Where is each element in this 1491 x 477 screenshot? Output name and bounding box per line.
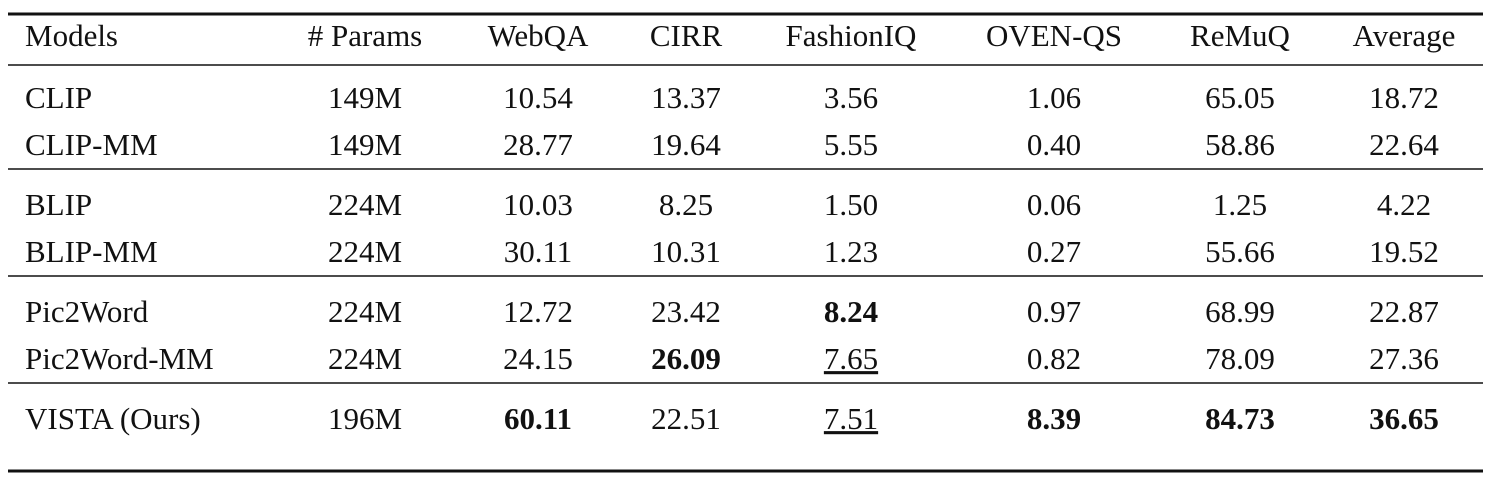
cell: 4.22: [1377, 187, 1431, 222]
model-name: Pic2Word: [25, 294, 149, 329]
cell: 23.42: [651, 294, 721, 329]
cell: 0.82: [1027, 341, 1081, 376]
cell: 19.52: [1369, 234, 1439, 269]
model-name: BLIP: [25, 187, 92, 222]
cell: 0.40: [1027, 127, 1081, 162]
header-cell: ReMuQ: [1190, 18, 1290, 53]
cell: 65.05: [1205, 80, 1275, 115]
cell: 7.65: [824, 341, 878, 376]
cell: 1.25: [1213, 187, 1267, 222]
cell: 12.72: [503, 294, 573, 329]
cell: 5.55: [824, 127, 878, 162]
cell: 224M: [328, 294, 402, 329]
cell: 27.36: [1369, 341, 1439, 376]
cell: 78.09: [1205, 341, 1275, 376]
cell: 60.11: [504, 401, 572, 436]
cell: 30.11: [504, 234, 573, 269]
header-cell: OVEN-QS: [986, 18, 1122, 53]
cell: 58.86: [1205, 127, 1275, 162]
cell: 1.23: [824, 234, 878, 269]
cell: 10.03: [503, 187, 573, 222]
header-cell: Models: [25, 18, 118, 53]
cell: 1.06: [1027, 80, 1081, 115]
cell: 68.99: [1205, 294, 1275, 329]
cell: 36.65: [1369, 401, 1439, 436]
cell: 26.09: [651, 341, 721, 376]
header-cell: FashionIQ: [786, 18, 917, 53]
cell: 0.06: [1027, 187, 1081, 222]
model-name: BLIP-MM: [25, 234, 158, 269]
header-cell: WebQA: [488, 18, 589, 53]
cell: 0.27: [1027, 234, 1081, 269]
cell: 10.54: [503, 80, 573, 115]
cell: 84.73: [1205, 401, 1275, 436]
cell: 18.72: [1369, 80, 1439, 115]
cell: 149M: [328, 80, 402, 115]
cell: 10.31: [651, 234, 721, 269]
cell: 28.77: [503, 127, 573, 162]
model-name: Pic2Word-MM: [25, 341, 214, 376]
cell: 8.25: [659, 187, 713, 222]
model-name: CLIP-MM: [25, 127, 158, 162]
cell: 55.66: [1205, 234, 1275, 269]
cell: 8.39: [1027, 401, 1081, 436]
cell: 22.51: [651, 401, 721, 436]
cell: 149M: [328, 127, 402, 162]
cell: 3.56: [824, 80, 878, 115]
cell: 19.64: [651, 127, 721, 162]
cell: 0.97: [1027, 294, 1081, 329]
cell: 196M: [328, 401, 402, 436]
cell: 24.15: [503, 341, 573, 376]
cell: 8.24: [824, 294, 878, 329]
cell: 22.64: [1369, 127, 1439, 162]
cell: 13.37: [651, 80, 721, 115]
cell: 224M: [328, 234, 402, 269]
header-cell: CIRR: [650, 18, 723, 53]
cell: 224M: [328, 187, 402, 222]
cell: 1.50: [824, 187, 878, 222]
model-name: VISTA (Ours): [25, 401, 201, 436]
header-cell: Average: [1353, 18, 1456, 53]
header-cell: # Params: [308, 18, 423, 53]
model-name: CLIP: [25, 80, 92, 115]
cell: 22.87: [1369, 294, 1439, 329]
cell: 7.51: [824, 401, 878, 436]
cell: 224M: [328, 341, 402, 376]
